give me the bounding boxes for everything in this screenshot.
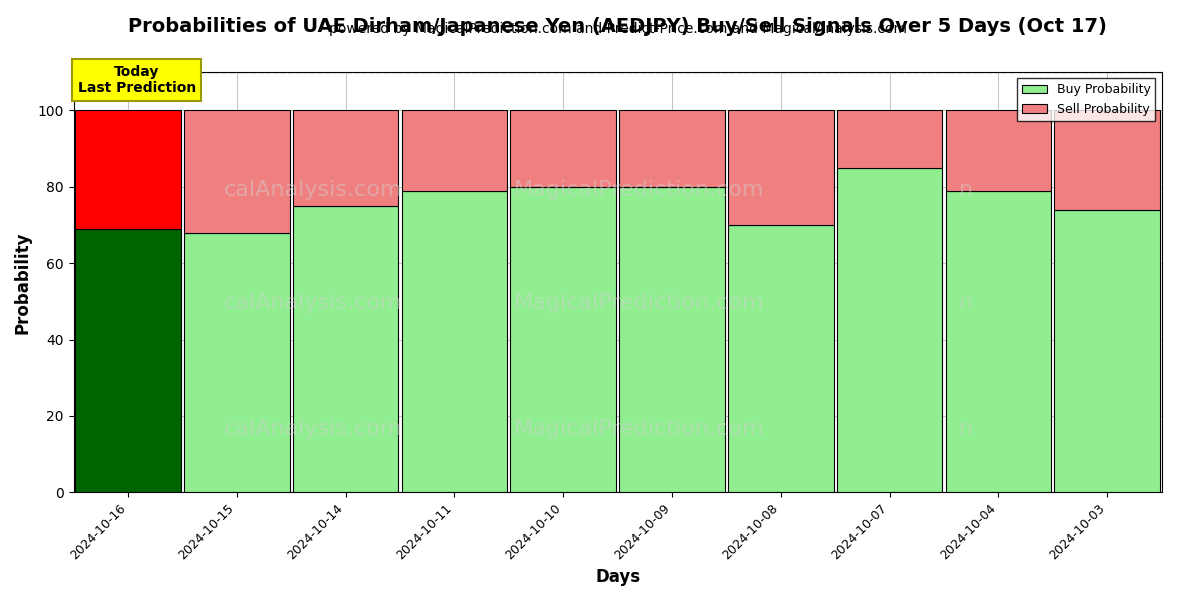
Bar [293,206,398,493]
Title: powered by MagicalPrediction.com and Predict-Price.com and MagicalAnalysis.com: powered by MagicalPrediction.com and Pre… [329,22,907,36]
Bar [184,233,289,493]
Text: Probabilities of UAE Dirham/Japanese Yen (AEDJPY) Buy/Sell Signals Over 5 Days (: Probabilities of UAE Dirham/Japanese Yen… [128,17,1108,37]
Bar [510,110,616,187]
Text: n: n [959,180,973,200]
Bar [402,110,508,191]
Text: MagicalPrediction.com: MagicalPrediction.com [514,180,764,200]
Bar [1055,110,1160,209]
Text: calAnalysis.com: calAnalysis.com [223,419,402,439]
Legend: Buy Probability, Sell Probability: Buy Probability, Sell Probability [1016,79,1156,121]
Bar [728,225,834,493]
Text: Today
Last Prediction: Today Last Prediction [78,65,196,95]
Bar [402,191,508,493]
Text: MagicalPrediction.com: MagicalPrediction.com [514,419,764,439]
Bar [619,110,725,187]
Bar [619,187,725,493]
Text: n: n [959,419,973,439]
Bar [76,229,181,493]
Bar [510,187,616,493]
Text: calAnalysis.com: calAnalysis.com [223,293,402,313]
Text: MagicalPrediction.com: MagicalPrediction.com [514,293,764,313]
Text: calAnalysis.com: calAnalysis.com [223,180,402,200]
Bar [836,110,942,167]
Bar [836,167,942,493]
Bar [76,110,181,229]
Bar [946,191,1051,493]
Bar [184,110,289,233]
Bar [946,110,1051,191]
X-axis label: Days: Days [595,568,640,586]
Bar [293,110,398,206]
Bar [1055,209,1160,493]
Y-axis label: Probability: Probability [14,231,32,334]
Text: n: n [959,293,973,313]
Bar [728,110,834,225]
